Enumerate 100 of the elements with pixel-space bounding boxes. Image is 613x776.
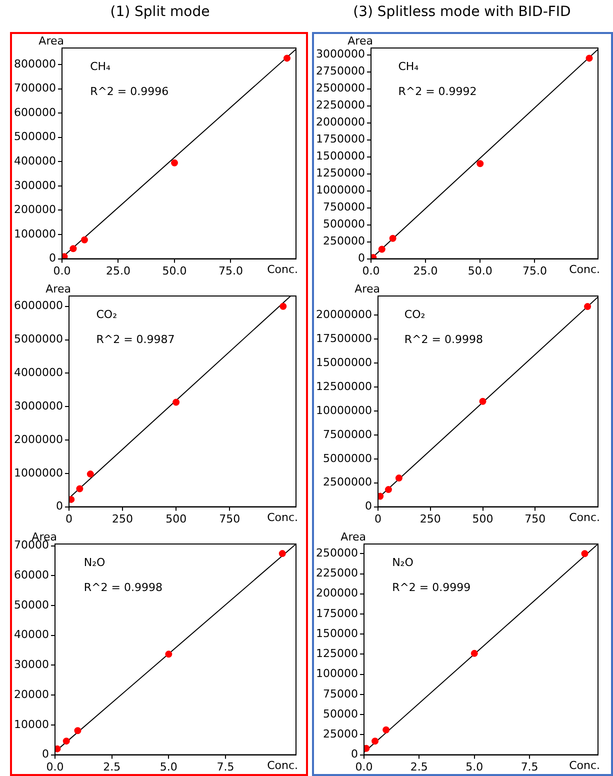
x-axis-title: Conc. xyxy=(569,511,600,524)
y-tick-label: 200000 xyxy=(316,586,358,600)
point xyxy=(479,398,486,405)
y-tick-label: 7500000 xyxy=(322,428,372,441)
y-tick-label: 75000 xyxy=(322,687,358,700)
annotation: R^2 = 0.9987 xyxy=(96,333,175,346)
y-tick-label: 20000 xyxy=(14,688,49,701)
y-tick-label: 1000000 xyxy=(14,466,63,480)
point xyxy=(62,738,70,745)
y-tick-label: 15000000 xyxy=(316,356,372,369)
x-tick-label: 0 xyxy=(374,512,382,526)
chart-title: (1) Split mode xyxy=(109,4,211,20)
y-tick-label: 750000 xyxy=(322,200,365,214)
x-tick-label: 2.5 xyxy=(103,760,121,774)
annotation: R^2 = 0.9998 xyxy=(404,333,483,346)
point xyxy=(384,486,392,494)
y-axis-title: Area xyxy=(38,34,64,48)
y-tick-label: 6000000 xyxy=(14,299,63,312)
annotation: R^2 = 0.9998 xyxy=(84,581,162,594)
y-tick-label: 17500000 xyxy=(316,332,372,345)
x-tick-label: 25.0 xyxy=(413,264,438,278)
point xyxy=(372,738,379,745)
y-tick-label: 250000 xyxy=(322,234,365,248)
x-tick-label: 25.0 xyxy=(106,264,130,278)
y-tick-label: 25000 xyxy=(322,728,358,741)
y-tick-label: 1250000 xyxy=(316,166,365,180)
y-tick-label: 500000 xyxy=(14,130,56,144)
x-tick-label: 250 xyxy=(420,512,441,526)
y-tick-label: 600000 xyxy=(14,106,56,119)
y-tick-label: 100000 xyxy=(316,667,358,680)
y-tick-label: 5000000 xyxy=(14,332,63,346)
point xyxy=(172,398,180,406)
y-tick-label: 700000 xyxy=(14,82,56,95)
y-tick-label: 50000 xyxy=(322,707,358,720)
y-tick-label: 12500000 xyxy=(316,380,372,393)
y-tick-label: 100000 xyxy=(14,227,56,240)
x-tick-label: 7.5 xyxy=(520,760,538,774)
y-tick-label: 10000000 xyxy=(316,404,372,417)
y-tick-label: 0 xyxy=(42,748,49,761)
point xyxy=(382,726,390,734)
y-tick-label: 30000 xyxy=(14,658,49,672)
x-axis-title: Conc. xyxy=(267,263,298,276)
annotation: CH₄ xyxy=(398,60,420,73)
x-tick-label: 7.5 xyxy=(216,760,234,774)
x-axis-title: Conc. xyxy=(569,759,600,772)
annotation: N₂O xyxy=(392,556,414,569)
x-tick-label: 0.0 xyxy=(46,760,64,774)
y-tick-label: 0 xyxy=(358,252,365,265)
x-tick-label: 5.0 xyxy=(466,760,484,774)
x-tick-label: 75.0 xyxy=(522,264,547,278)
point xyxy=(86,470,94,478)
point xyxy=(280,302,287,310)
point xyxy=(389,234,396,242)
y-tick-label: 3000000 xyxy=(316,48,365,61)
y-tick-label: 0 xyxy=(364,500,372,513)
point xyxy=(378,492,384,500)
y-axis-title: Area xyxy=(46,282,71,296)
point xyxy=(586,54,593,62)
y-tick-label: 2500000 xyxy=(316,82,365,95)
y-tick-label: 800000 xyxy=(14,57,56,70)
annotation: R^2 = 0.9999 xyxy=(392,581,471,594)
y-tick-label: 2000000 xyxy=(14,432,63,446)
point xyxy=(54,745,61,752)
x-tick-label: 2.5 xyxy=(410,760,428,774)
y-axis-title: Area xyxy=(348,34,373,48)
y-tick-label: 40000 xyxy=(14,628,49,642)
point xyxy=(378,246,386,253)
annotation: N₂O xyxy=(84,556,106,569)
y-tick-label: 0 xyxy=(48,252,56,265)
y-tick-label: 125000 xyxy=(316,647,358,660)
point xyxy=(284,54,290,62)
y-tick-label: 400000 xyxy=(14,154,56,168)
point xyxy=(470,650,478,657)
x-tick-label: 250 xyxy=(112,512,134,526)
point xyxy=(581,550,588,558)
y-tick-label: 1000000 xyxy=(316,184,365,197)
y-tick-label: 200000 xyxy=(14,203,56,216)
point xyxy=(364,744,370,752)
x-axis-title: Conc. xyxy=(267,511,298,524)
y-tick-label: 20000000 xyxy=(316,308,372,322)
y-tick-label: 50000 xyxy=(14,598,49,612)
x-tick-label: 0.0 xyxy=(53,264,71,278)
x-tick-label: 750 xyxy=(524,512,546,526)
point xyxy=(278,550,286,558)
x-tick-label: 500 xyxy=(472,512,494,526)
x-tick-label: 0.0 xyxy=(355,760,373,774)
annotation: R^2 = 0.9992 xyxy=(398,85,477,98)
point xyxy=(74,727,82,734)
y-tick-label: 2250000 xyxy=(316,98,365,112)
point xyxy=(395,474,402,482)
y-tick-label: 2500000 xyxy=(322,476,372,489)
point xyxy=(76,485,84,492)
chart-title: (3) Splitless mode with BID-FID xyxy=(352,4,572,20)
annotation: CH₄ xyxy=(90,60,112,73)
x-tick-label: 75.0 xyxy=(218,264,243,278)
x-tick-label: 500 xyxy=(166,512,187,526)
y-tick-label: 3000000 xyxy=(14,399,63,412)
x-tick-label: 50.0 xyxy=(468,264,492,278)
y-axis-title: Area xyxy=(340,530,366,544)
x-tick-label: 50.0 xyxy=(162,264,187,278)
